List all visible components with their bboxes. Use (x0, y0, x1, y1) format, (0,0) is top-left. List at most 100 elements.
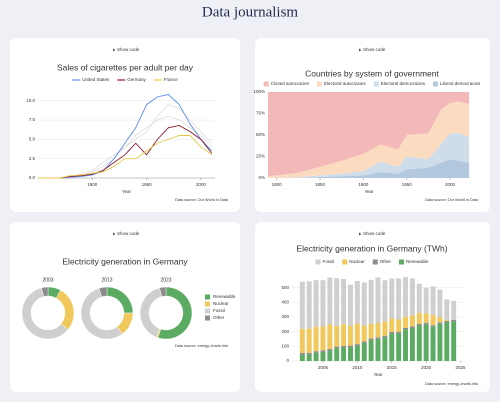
x-tick-label: 1850 (315, 182, 326, 187)
bar-segment (430, 286, 436, 316)
legend-swatch (205, 294, 210, 300)
y-tick-label: 400 (281, 300, 289, 305)
legend-label: United States (82, 77, 110, 82)
y-tick-label: 5.0 (29, 137, 36, 142)
toggle-icon[interactable] (359, 48, 362, 52)
bar-segment (299, 354, 305, 361)
bar-segment (320, 350, 326, 352)
bar-segment (354, 345, 360, 361)
x-tick-label: 2000 (196, 182, 207, 187)
bar-segment (451, 319, 457, 322)
legend: Fossil Nuclear Other Renewable (315, 259, 429, 265)
bar-segment (396, 333, 402, 361)
bar-segment (361, 282, 367, 326)
y-tick-label: 500 (281, 285, 289, 290)
y-tick-label: 100 (281, 344, 289, 349)
bar-segment (375, 337, 381, 339)
toggle-icon[interactable] (113, 48, 116, 52)
bar-segment (437, 289, 443, 318)
bar-segment (341, 346, 347, 348)
bar-segment (375, 277, 381, 324)
bar-segment (327, 348, 333, 351)
bar-segment (341, 279, 347, 325)
x-tick-label: 2015 (387, 365, 398, 370)
chart-title: Countries by system of government (305, 68, 439, 78)
line (38, 94, 213, 179)
legend-label: Other (213, 315, 225, 320)
y-tick-label: 7.5 (29, 117, 36, 122)
y-tick-label: 25% (256, 154, 265, 159)
show-code[interactable]: Show code (363, 47, 386, 52)
legend-label: Germany (127, 77, 146, 82)
x-tick-label: 2005 (318, 365, 329, 370)
legend-swatch (205, 301, 210, 307)
bar-segment (403, 329, 408, 361)
x-tick-label: 1900 (87, 182, 98, 187)
legend-label: Closed autocracies (271, 81, 310, 86)
toggle-icon[interactable] (113, 232, 116, 236)
bar-segment (382, 280, 388, 322)
bar-segment (313, 352, 319, 361)
bar-segment (444, 322, 450, 361)
bar-segment (396, 331, 402, 334)
x-tick-label: 2020 (421, 365, 432, 370)
legend-label: Liberal democracies (440, 81, 481, 86)
bar-segment (368, 323, 374, 339)
x-tick-label: 2010 (352, 365, 363, 370)
y-tick-label: 200 (281, 329, 289, 334)
bar-segment (444, 299, 450, 320)
bar-segment (348, 284, 353, 326)
source-note: Data source: Our World in Data (175, 198, 229, 202)
bar-segment (409, 326, 415, 328)
show-code[interactable]: Show code (363, 231, 386, 236)
y-tick-label: 10.0 (26, 98, 35, 103)
area (268, 92, 470, 177)
bar-segment (423, 313, 429, 323)
bar-segment (368, 338, 374, 341)
bar-segment (327, 277, 333, 325)
y-tick-label: 75% (256, 111, 265, 116)
bar-segment (299, 328, 305, 353)
legend-swatch (205, 308, 210, 314)
area (268, 159, 470, 178)
x-axis-label: Year (364, 189, 374, 194)
y-tick-label: 0 (286, 358, 289, 363)
bar-segment (409, 315, 415, 327)
y-tick-label: 0.0 (29, 175, 36, 180)
bar-segment (348, 347, 353, 361)
toggle-icon[interactable] (359, 232, 362, 236)
donut-label: 2023 (160, 277, 171, 283)
legend-swatch (373, 81, 379, 87)
bar-segment (423, 324, 429, 361)
bar-segment (334, 325, 340, 347)
bar-segment (320, 326, 326, 351)
legend-label: Fossil (213, 308, 225, 313)
show-code[interactable]: Show code (117, 47, 140, 52)
bar-segment (416, 283, 422, 314)
bar-segment (354, 344, 360, 346)
bar-segment (403, 316, 408, 328)
page-title: Data journalism (202, 4, 299, 20)
bar-segment (299, 352, 305, 355)
bar-segment (368, 279, 374, 324)
source-note: Data source: energy-charts.info (425, 382, 478, 386)
bar-segment (313, 326, 319, 352)
legend-swatch (342, 259, 348, 265)
chart-title: Electricity generation in Germany (62, 256, 188, 266)
legend-label: Renewable (213, 294, 236, 299)
donut-slice (21, 287, 69, 340)
legend-swatch (399, 259, 405, 265)
bar-segment (389, 333, 395, 361)
y-tick-label: 0% (258, 175, 265, 180)
y-tick-label: 100% (253, 89, 265, 94)
legend-swatch (433, 81, 439, 87)
legend-swatch (205, 315, 210, 321)
legend-label: Renewable (406, 259, 429, 264)
bar-segment (423, 287, 429, 314)
bar-segment (437, 317, 443, 323)
show-code[interactable]: Show code (117, 231, 140, 236)
bar-segment (437, 322, 443, 324)
bar-segment (306, 328, 312, 353)
legend-swatch (372, 259, 378, 265)
